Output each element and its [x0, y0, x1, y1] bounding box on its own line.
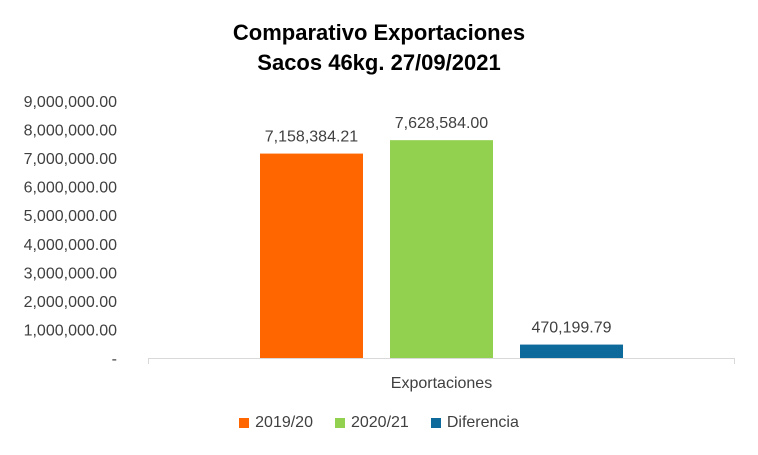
legend-item: Diferencia — [430, 414, 519, 432]
bar — [260, 153, 363, 358]
y-tick-label: 1,000,000.00 — [24, 322, 118, 339]
y-tick-label: 2,000,000.00 — [24, 294, 118, 311]
y-tick-label: 4,000,000.00 — [24, 237, 118, 254]
y-tick-label: 3,000,000.00 — [24, 265, 118, 282]
legend-swatch — [334, 418, 345, 428]
legend: 2019/20 2020/21 Diferencia — [0, 414, 758, 432]
data-label: 7,158,384.21 — [265, 129, 359, 146]
y-tick-label: 6,000,000.00 — [24, 180, 118, 197]
x-tick-label: Exportaciones — [391, 375, 492, 392]
legend-swatch — [239, 418, 250, 428]
bar — [390, 140, 493, 358]
y-tick-label: 8,000,000.00 — [24, 123, 118, 140]
data-label: 470,199.79 — [531, 320, 611, 337]
legend-swatch — [430, 418, 441, 428]
y-tick-label: 5,000,000.00 — [24, 208, 118, 225]
legend-item: 2019/20 — [239, 414, 313, 432]
y-tick-label: 9,000,000.00 — [24, 94, 118, 111]
legend-label: 2020/21 — [350, 414, 409, 431]
bar — [520, 344, 623, 358]
legend-label: 2019/20 — [255, 414, 313, 431]
chart-title: Comparativo Exportaciones — [232, 20, 526, 45]
legend-item: 2020/21 — [334, 414, 409, 432]
chart-subtitle: Sacos 46kg. 27/09/2021 — [257, 50, 501, 75]
y-tick-label: 7,000,000.00 — [24, 151, 118, 168]
data-label: 7,628,584.00 — [395, 115, 489, 132]
legend-label: Diferencia — [446, 414, 519, 431]
y-tick-label: - — [112, 351, 117, 368]
